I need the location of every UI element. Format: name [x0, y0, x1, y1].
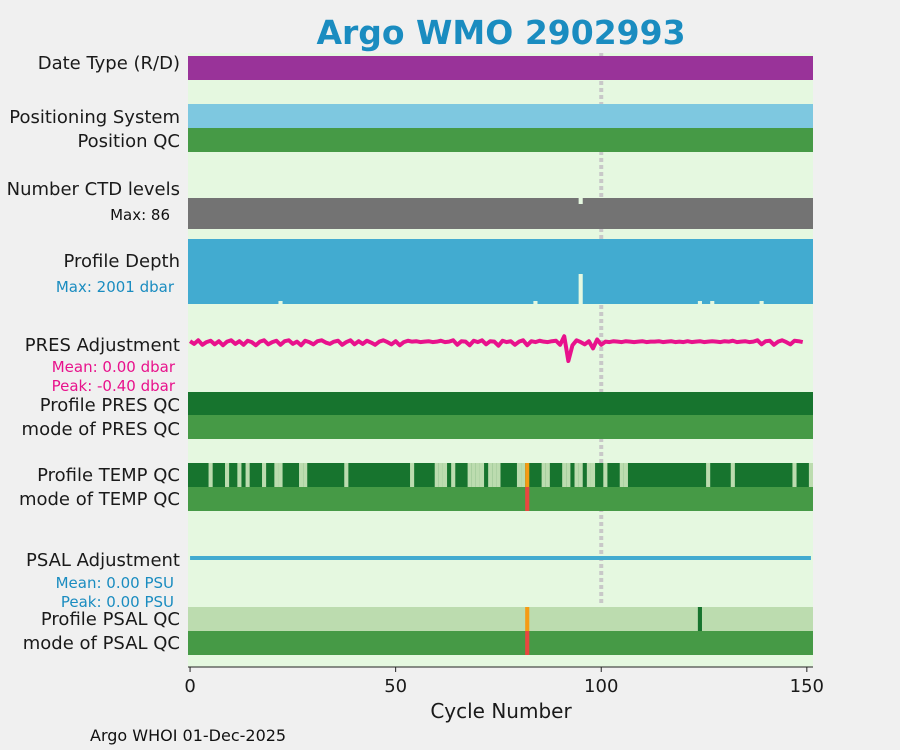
annot-psal-mean: Mean: 0.00 PSU	[56, 574, 174, 592]
label-mode-psal-qc: mode of PSAL QC	[23, 633, 180, 654]
depth-dip	[533, 301, 538, 304]
temp-qc-light	[410, 463, 415, 487]
temp-qc-light	[516, 463, 522, 487]
temp-qc-light	[562, 463, 567, 487]
annot-pres-mean: Mean: 0.00 dbar	[52, 358, 176, 376]
band-date-type	[188, 56, 813, 80]
label-position-qc: Position QC	[77, 131, 180, 152]
temp-qc-light	[303, 463, 308, 487]
band-number-ctd-levels	[188, 198, 813, 229]
depth-dip	[697, 301, 702, 304]
temp-qc-light	[278, 463, 283, 487]
temp-qc-light	[262, 463, 267, 487]
temp-qc-orange	[525, 463, 530, 487]
temp-qc-light	[496, 463, 501, 487]
temp-qc-light	[586, 463, 591, 487]
temp-qc-light	[545, 463, 550, 487]
temp-qc-light	[603, 463, 608, 487]
annot-psal-peak: Peak: 0.00 PSU	[61, 593, 174, 611]
temp-qc-light	[475, 463, 480, 487]
x-tick-label: 150	[790, 676, 824, 697]
temp-qc-light	[434, 463, 439, 487]
label-positioning-system: Positioning System	[9, 107, 180, 128]
temp-qc-light	[274, 463, 279, 487]
temp-qc-light	[451, 463, 456, 487]
x-tick-label: 50	[384, 676, 407, 697]
depth-dip	[759, 301, 764, 304]
label-profile-depth: Profile Depth	[63, 251, 180, 272]
label-mode-temp-qc: mode of TEMP QC	[19, 489, 180, 510]
temp-qc-light	[208, 463, 213, 487]
temp-qc-light	[237, 463, 242, 487]
temp-qc-light	[245, 463, 250, 487]
depth-dip	[710, 301, 715, 304]
footer-credit: Argo WHOI 01-Dec-2025	[90, 726, 286, 745]
temp-qc-light	[344, 463, 349, 487]
plot-panel	[188, 53, 813, 667]
temp-qc-light	[299, 463, 304, 487]
depth-dip	[278, 301, 283, 304]
label-profile-psal-qc: Profile PSAL QC	[41, 609, 180, 630]
temp-qc-light	[471, 463, 476, 487]
band-position-qc	[188, 128, 813, 152]
label-mode-pres-qc: mode of PRES QC	[22, 419, 180, 440]
band-mode-temp-qc	[188, 487, 813, 511]
temp-qc-light	[808, 463, 813, 487]
label-profile-pres-qc: Profile PRES QC	[40, 395, 180, 416]
depth-dip	[578, 274, 583, 304]
temp-qc-light	[619, 463, 624, 487]
label-date-type: Date Type (R/D)	[38, 53, 180, 74]
psal-qc-good	[697, 607, 702, 631]
temp-qc-light	[225, 463, 230, 487]
label-profile-temp-qc: Profile TEMP QC	[37, 465, 180, 486]
temp-qc-light	[730, 463, 735, 487]
x-tick-label: 0	[184, 676, 195, 697]
temp-qc-light	[623, 463, 628, 487]
band-profile-psal-qc	[188, 607, 813, 631]
band-positioning-system	[188, 104, 813, 128]
annot-profile-depth-max: Max: 2001 dbar	[56, 278, 175, 296]
label-pres-adjustment: PRES Adjustment	[25, 335, 180, 356]
label-psal-adjustment: PSAL Adjustment	[26, 550, 180, 571]
temp-qc-light	[578, 463, 583, 487]
temp-qc-light	[590, 463, 596, 487]
temp-qc-light	[706, 463, 711, 487]
mode-psal-qc-bad	[525, 631, 530, 655]
mode-temp-qc-bad	[525, 487, 530, 511]
temp-qc-light	[574, 463, 579, 487]
temp-qc-light	[492, 463, 497, 487]
band-profile-depth	[188, 239, 813, 304]
ctd-dip	[578, 198, 583, 204]
annot-pres-peak: Peak: -0.40 dbar	[52, 377, 176, 395]
temp-qc-light	[479, 463, 485, 487]
temp-qc-light	[792, 463, 797, 487]
temp-qc-light	[442, 463, 448, 487]
label-number-ctd-levels: Number CTD levels	[7, 179, 180, 200]
temp-qc-light	[467, 463, 472, 487]
temp-qc-light	[438, 463, 443, 487]
temp-qc-light	[566, 463, 571, 487]
temp-qc-light	[488, 463, 493, 487]
x-tick-label: 100	[584, 676, 618, 697]
band-mode-psal-qc	[188, 631, 813, 655]
annot-n-ctd-max: Max: 86	[110, 206, 170, 224]
psal-qc-orange	[525, 607, 530, 631]
pres-adjustment-series-line	[188, 334, 804, 363]
temp-qc-light	[541, 463, 546, 487]
chart-title: Argo WMO 2902993	[316, 13, 685, 52]
band-profile-pres-qc	[188, 392, 813, 415]
band-mode-pres-qc	[188, 415, 813, 439]
x-axis-label: Cycle Number	[430, 699, 572, 723]
temp-qc-light	[521, 463, 526, 487]
